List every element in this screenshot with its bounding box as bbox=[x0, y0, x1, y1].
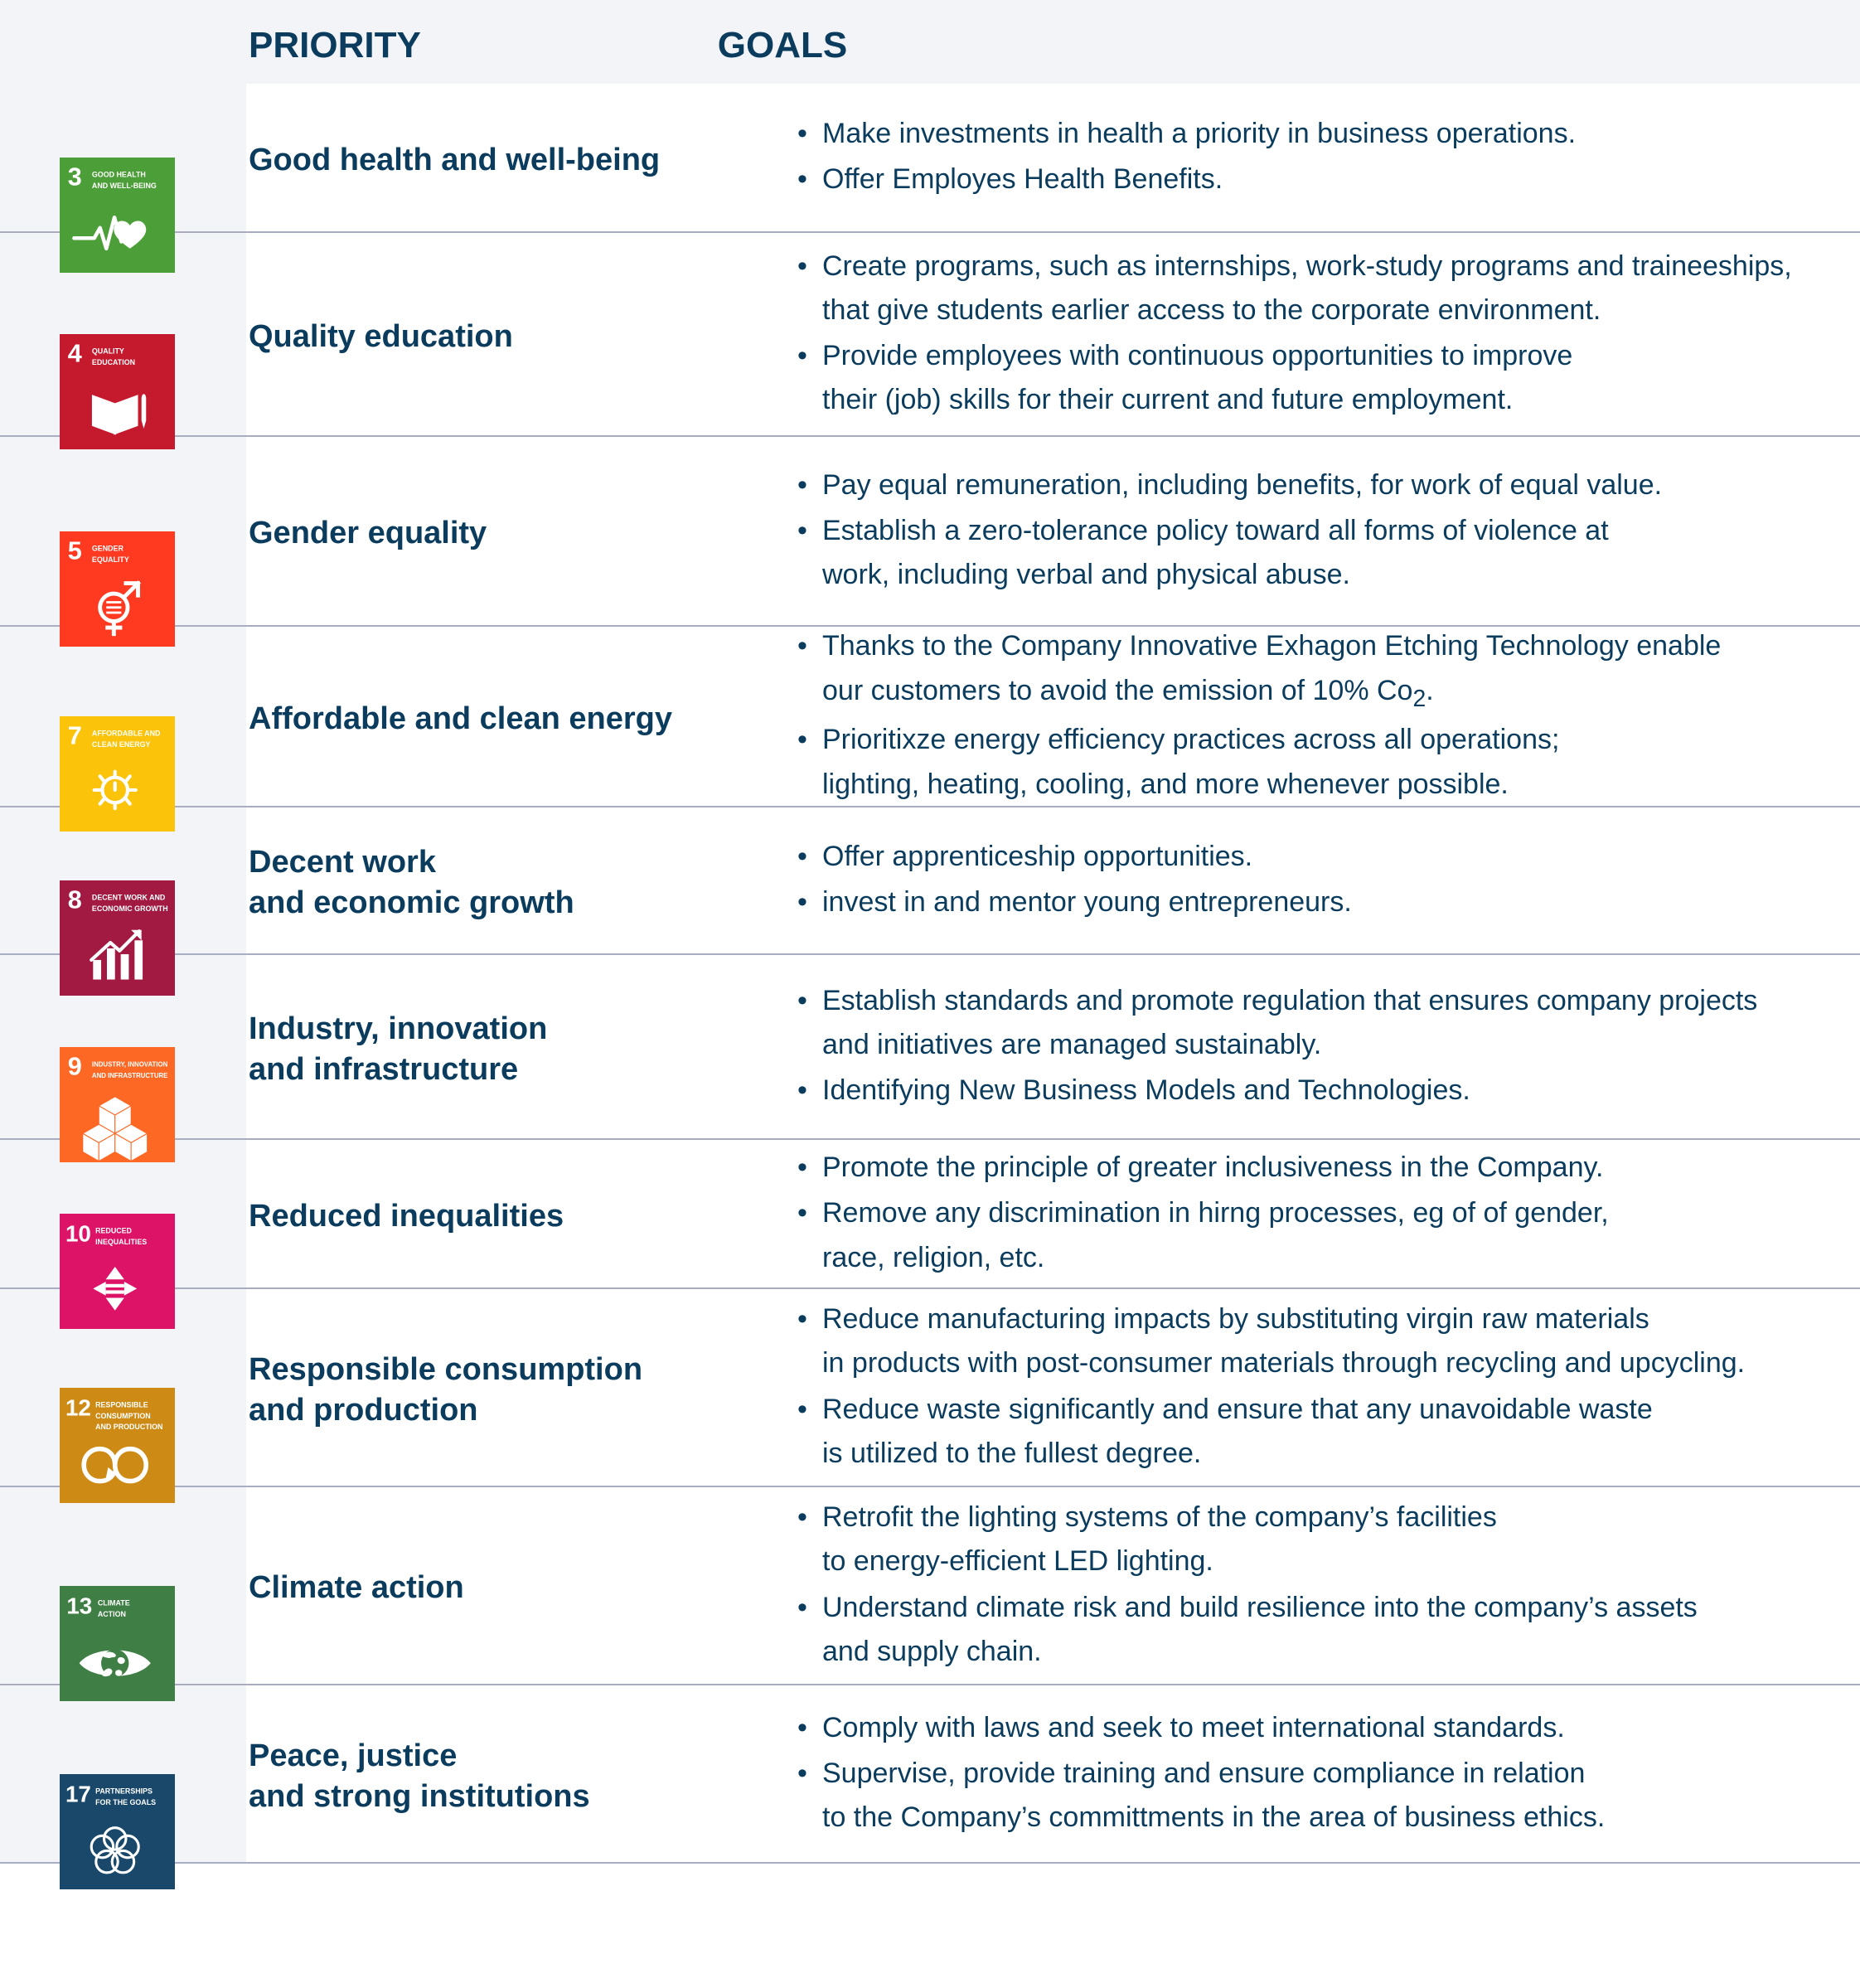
svg-text:AFFORDABLE AND: AFFORDABLE AND bbox=[92, 730, 161, 738]
svg-text:17: 17 bbox=[65, 1781, 91, 1806]
svg-text:AND WELL-BEING: AND WELL-BEING bbox=[92, 182, 157, 190]
svg-text:AND INFRASTRUCTURE: AND INFRASTRUCTURE bbox=[92, 1071, 168, 1079]
svg-text:INEQUALITIES: INEQUALITIES bbox=[95, 1238, 147, 1246]
svg-text:CONSUMPTION: CONSUMPTION bbox=[95, 1411, 151, 1419]
svg-text:4: 4 bbox=[68, 339, 82, 367]
svg-text:INDUSTRY, INNOVATION: INDUSTRY, INNOVATION bbox=[92, 1060, 168, 1068]
svg-text:AND PRODUCTION: AND PRODUCTION bbox=[95, 1423, 162, 1431]
svg-text:7: 7 bbox=[68, 721, 82, 749]
svg-text:REDUCED: REDUCED bbox=[95, 1227, 132, 1235]
svg-text:CLEAN ENERGY: CLEAN ENERGY bbox=[92, 740, 151, 749]
svg-text:5: 5 bbox=[68, 536, 82, 565]
svg-text:EDUCATION: EDUCATION bbox=[92, 358, 135, 366]
svg-text:12: 12 bbox=[65, 1394, 91, 1420]
svg-text:3: 3 bbox=[68, 162, 82, 191]
svg-text:FOR THE GOALS: FOR THE GOALS bbox=[95, 1797, 156, 1806]
svg-text:QUALITY: QUALITY bbox=[92, 347, 124, 356]
svg-text:10: 10 bbox=[65, 1220, 91, 1246]
svg-text:ECONOMIC GROWTH: ECONOMIC GROWTH bbox=[92, 904, 168, 913]
svg-text:ACTION: ACTION bbox=[98, 1609, 126, 1617]
svg-text:9: 9 bbox=[68, 1052, 82, 1080]
svg-text:13: 13 bbox=[66, 1593, 92, 1618]
svg-text:8: 8 bbox=[68, 885, 82, 914]
svg-text:GENDER: GENDER bbox=[92, 544, 124, 552]
svg-text:PARTNERSHIPS: PARTNERSHIPS bbox=[95, 1787, 153, 1795]
svg-text:GOOD HEALTH: GOOD HEALTH bbox=[92, 171, 146, 179]
svg-text:EQUALITY: EQUALITY bbox=[92, 555, 129, 563]
svg-text:CLIMATE: CLIMATE bbox=[98, 1598, 130, 1607]
svg-text:RESPONSIBLE: RESPONSIBLE bbox=[95, 1400, 148, 1409]
svg-text:DECENT WORK AND: DECENT WORK AND bbox=[92, 894, 166, 902]
